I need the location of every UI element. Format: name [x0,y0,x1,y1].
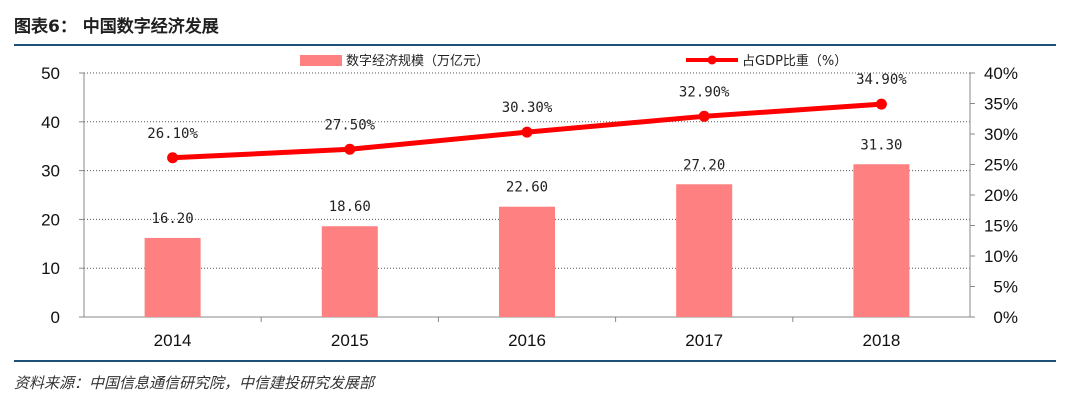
left-tick-label: 50 [41,64,60,83]
line-point [344,143,356,155]
x-tick-label: 2016 [508,331,546,350]
bottom-rule [14,360,1056,362]
line-data-label: 27.50% [325,117,376,133]
left-tick-label: 20 [41,210,60,229]
bar-data-label: 27.20 [683,157,725,173]
bar-data-label: 18.60 [329,199,371,215]
bar-data-label: 22.60 [506,180,548,196]
line-point [167,152,179,164]
bar [499,206,555,317]
bar [676,184,733,317]
top-rule [14,44,1056,46]
right-tick-label: 0% [993,308,1018,327]
figure-title: 图表6： 中国数字经济发展 [14,17,219,37]
bar [853,164,910,317]
legend-bar-label: 数字经济规模（万亿元） [346,54,489,69]
line-data-label: 30.30% [502,100,553,116]
right-tick-label: 25% [984,156,1018,175]
legend-line-marker [707,55,717,65]
left-tick-label: 40 [41,113,60,132]
right-tick-label: 35% [984,95,1018,114]
source-note: 资料来源：中国信息通信研究院，中信建投研究发展部 [14,374,375,392]
line-point [875,98,887,110]
line-data-label: 26.10% [147,126,198,142]
left-tick-label: 30 [41,162,60,181]
x-tick-label: 2017 [685,331,723,350]
right-tick-label: 10% [984,247,1018,266]
x-tick-label: 2018 [862,331,900,350]
left-tick-label: 10 [41,259,60,278]
line-data-label: 32.90% [679,84,730,100]
right-tick-label: 30% [984,125,1018,144]
right-tick-label: 5% [993,278,1018,297]
line-point [698,110,710,122]
line-data-label: 34.90% [856,72,907,88]
bar-data-label: 31.30 [860,137,902,153]
right-tick-label: 40% [984,64,1018,83]
right-tick-label: 20% [984,186,1018,205]
line-point [521,126,533,138]
bar-data-label: 16.20 [152,211,194,227]
x-tick-label: 2014 [154,331,192,350]
bar [144,237,201,317]
left-tick-label: 0 [51,308,60,327]
bar [321,226,378,317]
x-tick-label: 2015 [331,331,369,350]
legend-line-label: 占GDP比重（%） [742,53,847,69]
right-tick-label: 15% [984,217,1018,236]
legend-bar-swatch [300,55,342,66]
